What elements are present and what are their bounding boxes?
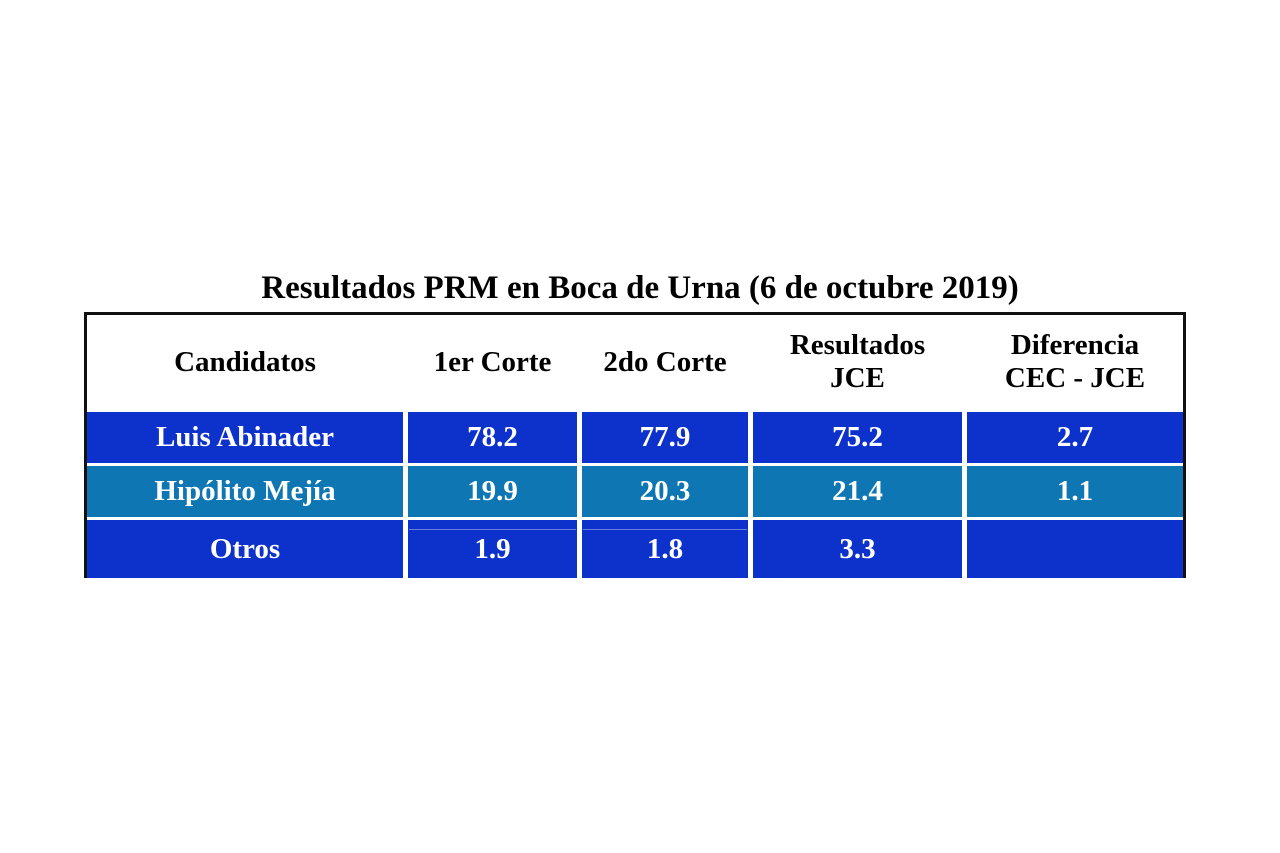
column-header-1er-corte: 1er Corte: [408, 315, 577, 409]
candidate-name-cell: Otros: [87, 520, 403, 578]
page-title: Resultados PRM en Boca de Urna (6 de oct…: [261, 270, 1019, 306]
column-header-candidatos: Candidatos: [87, 315, 403, 409]
candidate-name-cell: Hipólito Mejía: [87, 466, 403, 517]
value-cell-2do-corte: 77.9: [582, 412, 748, 463]
value-cell-diferencia: 2.7: [967, 412, 1183, 463]
value-cell-resultados-jce: 75.2: [753, 412, 962, 463]
column-header-diferencia-cec-jce: Diferencia CEC - JCE: [967, 315, 1183, 409]
value-cell-diferencia: 1.1: [967, 466, 1183, 517]
value-cell-2do-corte: 1.8: [582, 520, 748, 578]
value-cell-1er-corte: 78.2: [408, 412, 577, 463]
artifact-line: [409, 529, 576, 530]
column-header-resultados-jce: Resultados JCE: [753, 315, 962, 409]
artifact-line: [583, 529, 747, 530]
value-cell-2do-corte: 20.3: [582, 466, 748, 517]
value-text: 1.8: [646, 532, 684, 565]
value-cell-1er-corte: 1.9: [408, 520, 577, 578]
results-table: Candidatos 1er Corte 2do Corte Resultado…: [84, 312, 1186, 578]
value-text: 1.9: [474, 532, 511, 565]
candidate-name-cell: Luis Abinader: [87, 412, 403, 463]
value-cell-1er-corte: 19.9: [408, 466, 577, 517]
value-cell-resultados-jce: 3.3: [753, 520, 962, 578]
value-cell-diferencia: [967, 520, 1183, 578]
column-header-2do-corte: 2do Corte: [582, 315, 748, 409]
value-cell-resultados-jce: 21.4: [753, 466, 962, 517]
